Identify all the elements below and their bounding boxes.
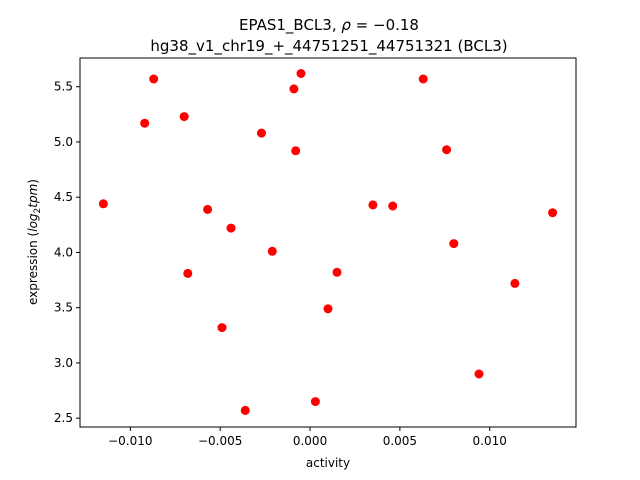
- data-point-6: [203, 204, 213, 214]
- x-axis-label: activity: [306, 456, 350, 470]
- data-point-14: [296, 69, 306, 78]
- chart-subtitle: hg38_v1_chr19_+_44751251_44751321 (BCL3): [150, 37, 507, 56]
- title-rho-value: = −0.18: [351, 16, 419, 34]
- y-tick-label-2: 3.0: [54, 356, 73, 370]
- data-point-25: [548, 208, 558, 218]
- data-point-24: [510, 278, 520, 288]
- data-point-7: [217, 323, 227, 333]
- data-point-10: [257, 128, 266, 138]
- y-axis-label-sub: 2: [33, 208, 43, 214]
- data-point-22: [449, 239, 459, 249]
- data-point-21: [442, 145, 452, 155]
- data-point-9: [240, 405, 250, 415]
- x-tick-label-1: −0.010: [108, 434, 152, 448]
- x-tick-label-3: 0.000: [293, 434, 327, 448]
- data-point-4: [179, 112, 189, 122]
- data-point-13: [291, 146, 301, 156]
- y-axis-label: expression (log2tpm): [26, 179, 43, 305]
- y-axis-label-log: log: [26, 213, 40, 232]
- data-point-20: [418, 74, 428, 84]
- y-axis-label-prefix: expression (: [26, 232, 40, 305]
- data-point-3: [149, 74, 159, 84]
- x-tick-label-5: 0.010: [473, 434, 507, 448]
- y-tick-label-4: 4.0: [54, 245, 73, 259]
- x-axis-ticks: −0.010 −0.005 0.000 0.005 0.010: [108, 427, 507, 448]
- title-main: EPAS1_BCL3,: [239, 16, 341, 35]
- y-tick-label-6: 5.0: [54, 135, 73, 149]
- data-point-5: [183, 268, 193, 278]
- title-rho-symbol: ρ: [341, 16, 351, 34]
- data-point-1: [98, 199, 108, 209]
- y-tick-label-5: 4.5: [54, 190, 73, 204]
- y-axis-label-tpm: tpm: [26, 184, 40, 208]
- x-tick-label-4: 0.005: [383, 434, 417, 448]
- data-point-19: [388, 201, 398, 211]
- y-axis-label-suffix: ): [26, 179, 40, 184]
- y-tick-label-7: 5.5: [54, 80, 73, 94]
- data-point-11: [267, 246, 277, 256]
- data-point-15: [310, 397, 320, 407]
- data-point-8: [226, 223, 236, 233]
- y-tick-label-3: 3.5: [54, 301, 73, 315]
- data-point-12: [289, 84, 299, 94]
- data-point-16: [323, 304, 333, 314]
- data-points: [98, 69, 558, 415]
- data-point-18: [368, 200, 378, 210]
- data-point-23: [474, 369, 484, 379]
- data-point-2: [140, 118, 150, 128]
- data-point-17: [332, 267, 342, 277]
- plot-frame: [79, 57, 577, 428]
- y-axis-ticks: 2.5 3.0 3.5 4.0 4.5 5.0 5.5: [54, 80, 80, 425]
- x-tick-label-2: −0.005: [198, 434, 242, 448]
- chart-title: EPAS1_BCL3, ρ = −0.18: [239, 16, 419, 35]
- y-tick-label-1: 2.5: [54, 411, 73, 425]
